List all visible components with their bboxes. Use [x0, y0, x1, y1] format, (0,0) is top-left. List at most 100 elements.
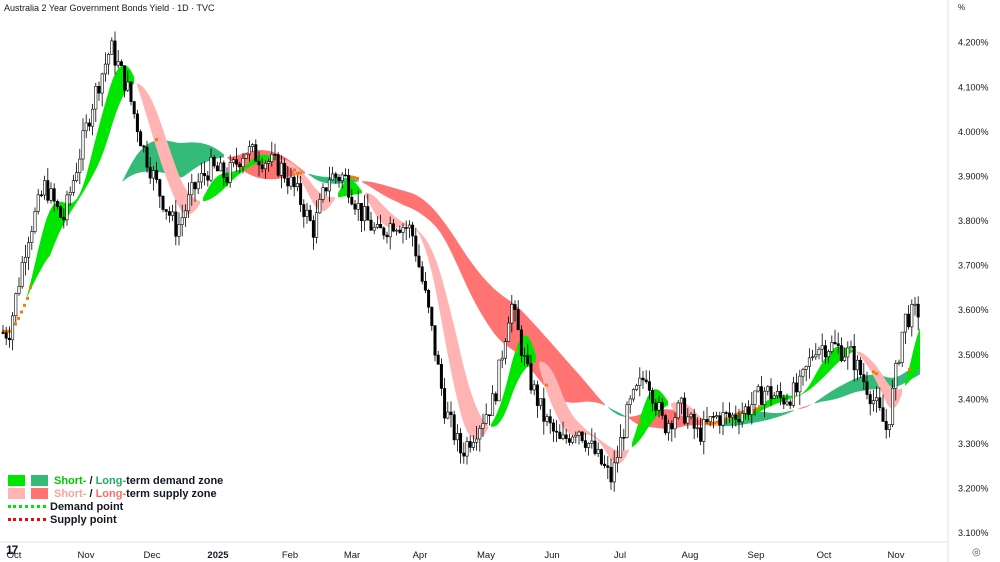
candle: [497, 359, 501, 402]
candle-body: [833, 342, 837, 344]
candle: [596, 442, 600, 457]
candle: [721, 402, 725, 436]
candle: [567, 433, 571, 446]
candle: [558, 424, 562, 440]
candle: [635, 383, 639, 392]
candle: [219, 156, 223, 172]
candle-body: [635, 385, 639, 390]
candle: [487, 414, 491, 426]
neutral-zone: [710, 421, 713, 425]
candle-body: [523, 355, 527, 357]
candle: [395, 228, 399, 236]
candle: [852, 334, 856, 382]
candle-body: [84, 122, 88, 132]
legend-demand-long: Long-: [95, 474, 127, 487]
candle: [39, 190, 43, 198]
candle-body: [526, 355, 530, 364]
candle-body: [91, 108, 95, 127]
legend-demand-zone: Short- / Long- term demand zone: [8, 474, 223, 487]
candle-body: [375, 224, 379, 228]
candle: [769, 378, 773, 406]
candle-body: [571, 436, 575, 443]
long-term-supply-zone: [362, 181, 605, 406]
short-term-supply-zone: [365, 192, 407, 228]
candle: [215, 161, 219, 172]
candle-body: [324, 187, 328, 192]
candle: [372, 222, 376, 235]
candle: [75, 162, 79, 183]
candle-body: [855, 359, 859, 371]
candle: [667, 419, 671, 441]
candle-body: [750, 404, 754, 415]
neutral-zone: [353, 176, 356, 180]
candle: [695, 417, 699, 438]
candle: [641, 370, 645, 389]
candle-body: [702, 419, 706, 442]
candle-body: [391, 223, 395, 232]
candle-body: [395, 229, 399, 232]
candle-body: [212, 157, 216, 167]
candle-body: [148, 166, 152, 179]
candle: [43, 175, 47, 200]
candle: [513, 300, 517, 322]
candle-body: [785, 401, 789, 405]
candle-body: [887, 424, 891, 430]
candle: [33, 207, 37, 234]
candle: [359, 203, 363, 232]
candle: [903, 313, 907, 344]
candle: [868, 391, 872, 416]
legend-demand-sep: /: [86, 474, 96, 487]
neutral-zone: [638, 421, 641, 425]
candle-body: [436, 354, 440, 365]
neutral-zone: [707, 422, 710, 426]
candle-body: [244, 153, 248, 159]
candle: [683, 392, 687, 425]
candle-body: [753, 390, 757, 405]
candle: [411, 221, 415, 247]
candle: [753, 390, 757, 416]
candle-body: [830, 342, 834, 352]
y-tick-label: 3.100%: [958, 528, 989, 538]
candle: [622, 428, 626, 451]
long-term-demand-zone: [713, 410, 794, 427]
time-axis[interactable]: Oct Nov Dec 2025 Feb Mar Apr May Jun Jul Aug Sep Oct…: [7, 550, 905, 561]
candle-body: [299, 183, 303, 205]
candle-body: [116, 61, 120, 66]
candle-body: [279, 162, 283, 176]
price-axis[interactable]: 4.200% 4.100% 4.000% 3.900% 3.800% 3.700% 3.60…: [958, 38, 989, 538]
candle-body: [718, 415, 722, 426]
tradingview-logo[interactable]: 17: [6, 543, 18, 557]
chart-legend: Short- / Long- term demand zone Short- /…: [8, 474, 223, 526]
candle: [660, 397, 664, 420]
candle-body: [398, 229, 402, 233]
candle-body: [113, 40, 117, 66]
candle-body: [548, 416, 552, 424]
candle-body: [916, 303, 920, 318]
candle: [471, 435, 475, 451]
candle-body: [382, 227, 386, 236]
candle: [791, 376, 795, 408]
candle-body: [359, 203, 363, 222]
candle: [142, 144, 146, 153]
candle-body: [849, 345, 853, 349]
candle: [734, 405, 738, 427]
candle-body: [839, 345, 843, 361]
candle: [587, 442, 591, 456]
candle: [766, 385, 770, 396]
candle: [151, 166, 155, 191]
candle-body: [65, 194, 69, 221]
settings-icon[interactable]: ◎: [972, 547, 981, 558]
candle-body: [286, 178, 290, 187]
candle-body: [315, 212, 319, 238]
neutral-zone: [293, 168, 296, 172]
neutral-zone: [755, 407, 758, 411]
candle-body: [455, 433, 459, 441]
candle: [343, 168, 347, 177]
candle-body: [107, 53, 111, 65]
candle: [407, 220, 411, 238]
candle: [631, 388, 635, 402]
long-supply-swatch: [31, 488, 48, 499]
candle-body: [462, 452, 466, 457]
candle-body: [238, 163, 242, 168]
long-term-demand-zone: [608, 406, 626, 417]
